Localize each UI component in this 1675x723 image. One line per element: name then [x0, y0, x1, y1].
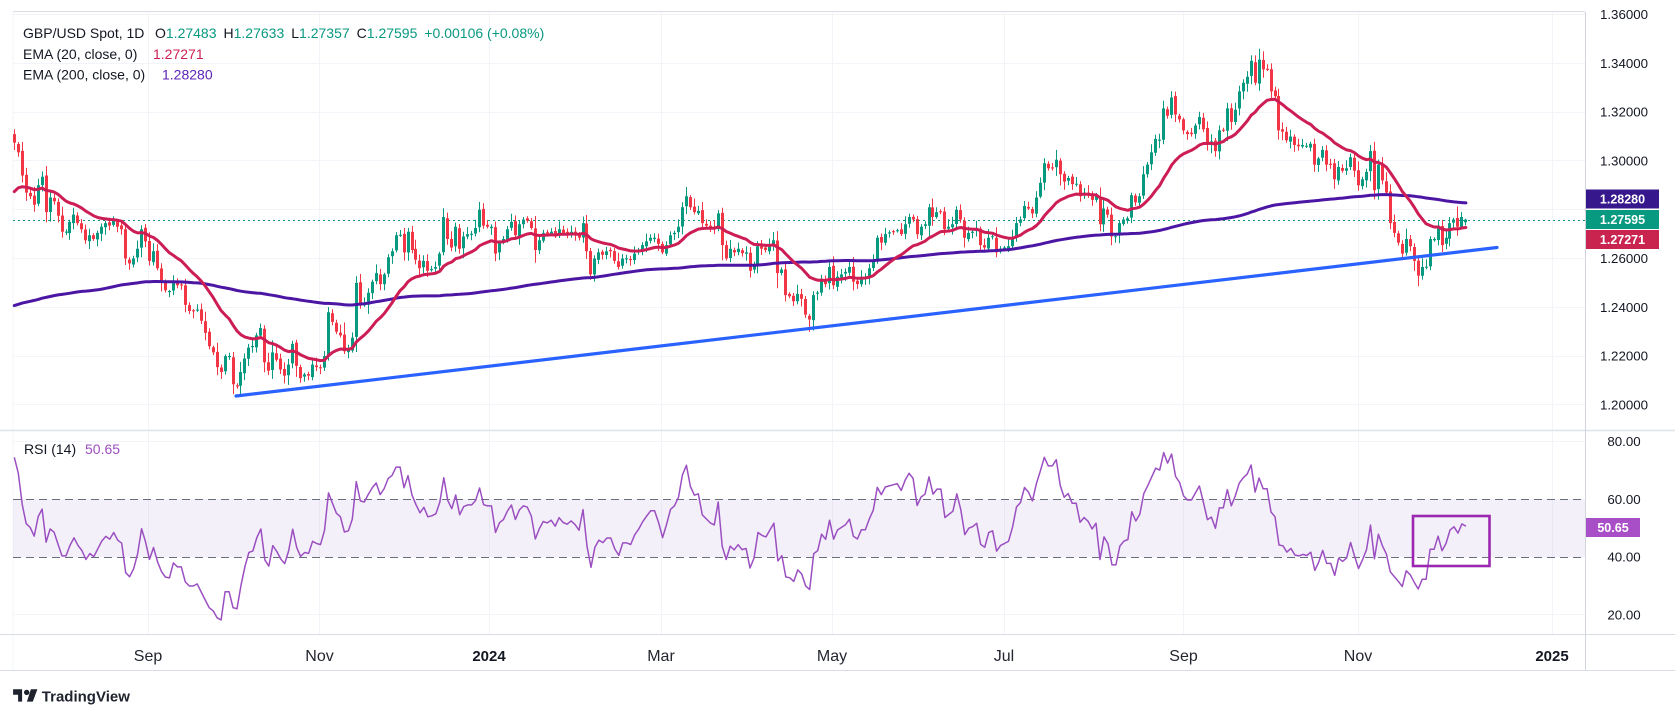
- svg-text:1.32000: 1.32000: [1600, 105, 1648, 120]
- svg-text:80.00: 80.00: [1607, 434, 1640, 449]
- svg-text:1.30000: 1.30000: [1600, 154, 1648, 169]
- svg-text:EMA (200, close, 0): EMA (200, close, 0): [23, 67, 145, 83]
- svg-text:Mar: Mar: [647, 648, 675, 665]
- svg-text:Jul: Jul: [994, 648, 1014, 665]
- svg-text:1.24000: 1.24000: [1600, 300, 1648, 315]
- svg-text:Sep: Sep: [134, 648, 163, 665]
- svg-text:1.34000: 1.34000: [1600, 56, 1648, 71]
- svg-text:50.65: 50.65: [85, 441, 120, 457]
- svg-text:1.20000: 1.20000: [1600, 398, 1648, 413]
- svg-text:50.65: 50.65: [1597, 521, 1628, 535]
- svg-text:GBP/USD Spot, 1D: GBP/USD Spot, 1D: [23, 25, 144, 41]
- svg-text:Nov: Nov: [1344, 648, 1372, 665]
- svg-text:1.36000: 1.36000: [1600, 7, 1648, 22]
- svg-text:20.00: 20.00: [1607, 608, 1640, 623]
- svg-text:2024: 2024: [472, 648, 506, 665]
- svg-text:Sep: Sep: [1169, 648, 1198, 665]
- svg-text:1.28280: 1.28280: [162, 67, 213, 83]
- svg-text:1.28280: 1.28280: [1600, 192, 1645, 206]
- svg-text:1.26000: 1.26000: [1600, 251, 1648, 266]
- svg-text:40.00: 40.00: [1607, 550, 1640, 565]
- svg-text:May: May: [817, 648, 847, 665]
- svg-text:1.22000: 1.22000: [1600, 349, 1648, 364]
- svg-text:Nov: Nov: [305, 648, 333, 665]
- svg-text:RSI (14): RSI (14): [24, 441, 76, 457]
- svg-text:60.00: 60.00: [1607, 492, 1640, 507]
- svg-text:2025: 2025: [1535, 648, 1568, 665]
- svg-text:1.27595: 1.27595: [1600, 213, 1645, 227]
- svg-text:1.27271: 1.27271: [153, 46, 204, 62]
- svg-text:EMA (20, close, 0): EMA (20, close, 0): [23, 46, 137, 62]
- svg-text:TradingView: TradingView: [42, 689, 130, 706]
- svg-text:1.27271: 1.27271: [1600, 233, 1645, 247]
